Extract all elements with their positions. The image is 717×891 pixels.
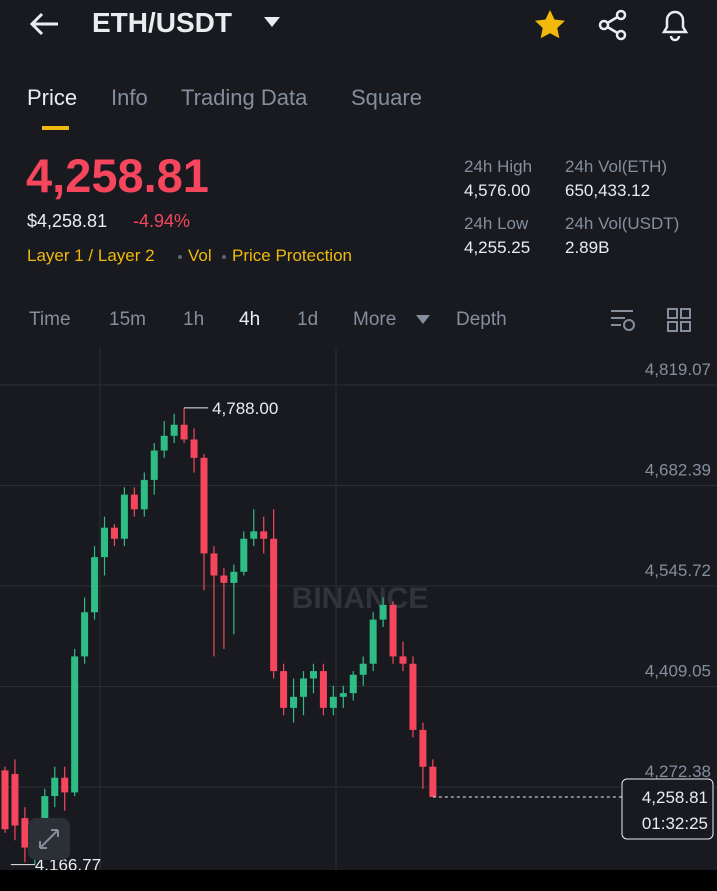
pair-title[interactable]: ETH/USDT bbox=[92, 7, 232, 38]
candle-body bbox=[399, 656, 407, 664]
candle-body bbox=[170, 424, 178, 436]
separator bbox=[178, 255, 182, 259]
candle-body bbox=[419, 729, 427, 767]
last-price-box bbox=[621, 778, 714, 840]
stat-label: 24h Vol(ETH) bbox=[565, 157, 668, 176]
candle-body bbox=[110, 527, 118, 539]
high-marker-label: 4,788.00 bbox=[212, 399, 278, 418]
candle-body bbox=[290, 696, 298, 708]
tag[interactable]: Layer 1 / Layer 2 bbox=[27, 246, 155, 265]
candle-body bbox=[71, 656, 79, 793]
share-button[interactable] bbox=[596, 8, 630, 42]
countdown: 01:32:25 bbox=[642, 814, 708, 833]
candle-body bbox=[41, 796, 49, 822]
tab[interactable]: Info bbox=[111, 85, 148, 110]
candle-body bbox=[210, 553, 218, 576]
stat-label: 24h Vol(USDT) bbox=[565, 214, 680, 233]
candle-body bbox=[230, 571, 238, 583]
candle-body bbox=[339, 693, 347, 697]
fullscreen-button[interactable] bbox=[28, 818, 70, 860]
stat-value: 650,433.12 bbox=[565, 181, 651, 200]
stat-value: 2.89B bbox=[565, 238, 610, 257]
interval[interactable]: 1d bbox=[297, 309, 319, 330]
indicator-settings[interactable] bbox=[609, 306, 637, 334]
interval[interactable]: 1h bbox=[183, 309, 205, 330]
candle-body bbox=[389, 604, 397, 657]
candle-body bbox=[120, 494, 128, 539]
back-button[interactable] bbox=[28, 10, 60, 38]
candle-body bbox=[309, 671, 317, 679]
candle-body bbox=[270, 538, 278, 672]
candle-body bbox=[140, 479, 148, 510]
candle-body bbox=[220, 575, 228, 583]
candle-body bbox=[51, 777, 59, 797]
tab[interactable]: Price bbox=[27, 85, 78, 110]
last-price-label: 4,258.81 bbox=[642, 788, 708, 807]
candle-body bbox=[369, 619, 377, 664]
more-dropdown[interactable] bbox=[416, 315, 430, 324]
candle-body bbox=[260, 531, 268, 539]
tab[interactable]: Trading Data bbox=[181, 85, 308, 110]
layout-button[interactable] bbox=[666, 307, 692, 333]
candle-body bbox=[349, 674, 357, 694]
candle-body bbox=[280, 671, 288, 708]
candle-body bbox=[329, 696, 337, 708]
tag[interactable]: Price Protection bbox=[232, 246, 352, 265]
interval[interactable]: 4h bbox=[239, 309, 261, 330]
candle-body bbox=[150, 450, 158, 480]
pair-dropdown[interactable] bbox=[263, 16, 281, 28]
tab[interactable]: Square bbox=[351, 85, 422, 110]
interval[interactable]: Time bbox=[29, 309, 71, 330]
candle-body bbox=[429, 766, 437, 797]
candle-body bbox=[21, 818, 29, 848]
candle-body bbox=[11, 774, 19, 826]
stat-value: 4,255.25 bbox=[464, 238, 531, 257]
candle-body bbox=[1, 770, 9, 830]
candle-body bbox=[409, 663, 417, 730]
candle-body bbox=[190, 439, 198, 458]
system-bar bbox=[0, 870, 717, 891]
candle-body bbox=[200, 457, 208, 554]
tab-indicator bbox=[42, 126, 69, 130]
price-change: -4.94% bbox=[133, 211, 191, 231]
candlestick-chart: BINANCE 4,819.07 4,682.39 4,545.72 4,409.05… bbox=[0, 348, 717, 870]
interval[interactable]: 15m bbox=[109, 309, 146, 330]
candle-body bbox=[61, 777, 69, 793]
candle-body bbox=[319, 671, 327, 708]
y-tick-label: 4,819.07 bbox=[645, 360, 711, 379]
y-tick-label: 4,409.05 bbox=[645, 662, 711, 681]
stat-label: 24h High bbox=[464, 157, 533, 176]
interval[interactable]: Depth bbox=[456, 309, 507, 330]
separator bbox=[222, 255, 226, 259]
tag[interactable]: Vol bbox=[188, 246, 212, 265]
candle-body bbox=[240, 538, 248, 572]
last-price: 4,258.81 bbox=[26, 149, 209, 202]
candle-body bbox=[250, 531, 258, 539]
candle-body bbox=[359, 663, 367, 675]
y-tick-label: 4,272.38 bbox=[645, 762, 711, 781]
favorite-star[interactable] bbox=[533, 8, 567, 42]
candle-body bbox=[101, 527, 108, 558]
candle-body bbox=[160, 435, 168, 451]
stat-label: 24h Low bbox=[464, 214, 529, 233]
candle-body bbox=[180, 424, 188, 440]
notification-bell[interactable] bbox=[658, 6, 692, 42]
watermark: BINANCE bbox=[292, 582, 429, 615]
candle-body bbox=[81, 612, 89, 657]
candle-body bbox=[91, 557, 99, 613]
candle-body bbox=[300, 678, 307, 697]
interval[interactable]: More bbox=[353, 309, 397, 330]
usd-price: $4,258.81 bbox=[27, 211, 108, 231]
y-tick-label: 4,682.39 bbox=[645, 461, 711, 480]
candle-body bbox=[130, 494, 138, 510]
candle-body bbox=[379, 604, 387, 620]
stat-value: 4,576.00 bbox=[464, 181, 531, 200]
y-tick-label: 4,545.72 bbox=[645, 561, 711, 580]
